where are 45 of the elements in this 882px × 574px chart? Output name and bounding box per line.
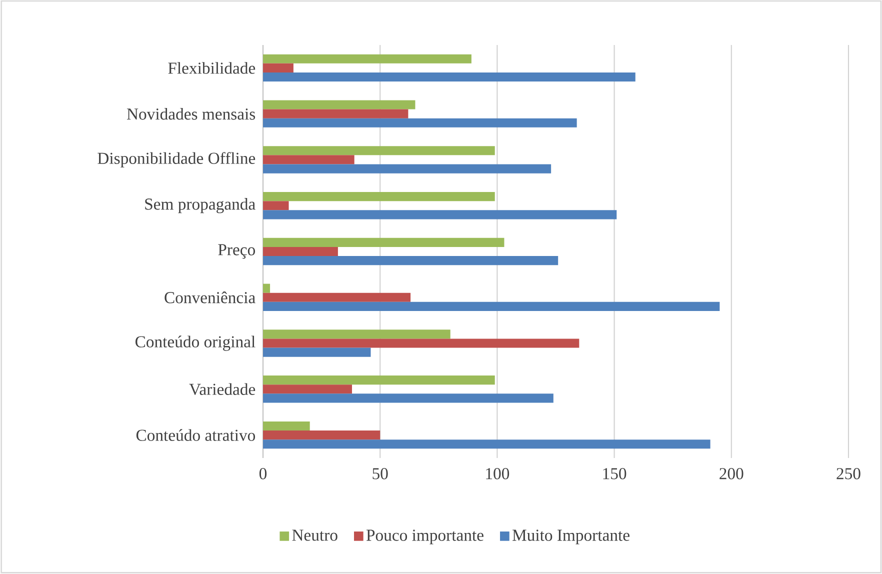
- bar: [263, 100, 416, 110]
- bar: [263, 155, 354, 164]
- bar: [263, 292, 411, 302]
- x-tick-label: 150: [603, 468, 626, 480]
- y-tick-label: Novidades mensais: [126, 108, 256, 120]
- legend-label: Muito Importante: [512, 530, 630, 544]
- legend-label: Pouco importante: [366, 530, 484, 544]
- y-tick-label: Conteúdo original: [136, 336, 256, 351]
- bar: [263, 201, 289, 210]
- bar: [263, 164, 552, 174]
- bar: [263, 430, 380, 440]
- bar: [263, 63, 294, 72]
- bar: [263, 384, 352, 394]
- bar: [263, 192, 495, 202]
- x-tick-label: 200: [720, 468, 744, 480]
- bar: [263, 238, 504, 247]
- bar: [263, 302, 720, 311]
- y-tick-label: Variedade: [189, 383, 256, 396]
- bar: [263, 421, 310, 431]
- bar: [263, 109, 408, 118]
- bar: [263, 210, 617, 220]
- bar: [263, 348, 371, 357]
- bar: [263, 330, 450, 339]
- y-tick-label: Flexibilidade: [168, 62, 256, 74]
- bar: [263, 394, 554, 403]
- bar: [263, 256, 558, 266]
- x-tick-label: 100: [486, 468, 510, 480]
- bar: [263, 338, 580, 348]
- bar: [263, 54, 472, 64]
- y-tick-label: Preço: [218, 244, 255, 259]
- bar: [263, 72, 636, 82]
- x-tick-label: 0: [259, 468, 267, 480]
- bar: [263, 246, 338, 256]
- y-tick-label: Conteúdo atrativo: [136, 429, 256, 441]
- x-tick-label: 50: [372, 468, 388, 480]
- bar: [263, 376, 495, 385]
- y-tick-label: Conveniência: [164, 291, 256, 304]
- bar: [263, 440, 710, 449]
- y-tick-label: Sem propaganda: [145, 198, 256, 214]
- legend-label: Neutro: [292, 530, 338, 541]
- bar: [263, 146, 495, 156]
- x-tick-label: 250: [836, 468, 860, 480]
- bar: [263, 284, 270, 293]
- bar: [263, 118, 577, 128]
- y-tick-label: Disponibilidade Offline: [98, 152, 256, 168]
